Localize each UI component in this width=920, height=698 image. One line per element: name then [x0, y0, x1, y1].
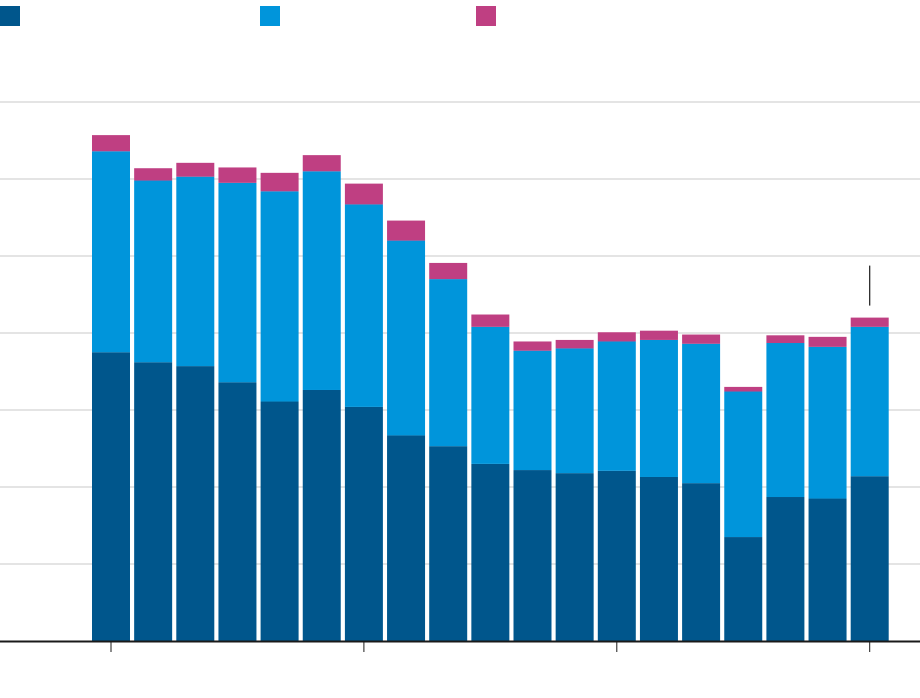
bar-7-series-3 [344, 183, 383, 205]
bar-15-series-3 [682, 334, 721, 344]
bar-6-series-3 [302, 155, 341, 172]
bar-12-series-2 [555, 348, 594, 474]
bar-19-series-1 [850, 476, 889, 641]
bar-12-series-1 [555, 473, 594, 641]
bar-15-series-1 [682, 483, 721, 641]
bar-1-series-2 [92, 151, 130, 353]
bar-11-series-1 [513, 470, 552, 641]
bar-16-series-3 [724, 386, 763, 392]
bar-9-series-3 [429, 262, 468, 280]
bar-4-series-1 [218, 382, 257, 641]
legend-item-series-2 [260, 6, 280, 26]
bar-5-series-1 [260, 401, 299, 641]
bar-5-series-2 [260, 191, 299, 402]
bar-3-series-3 [176, 162, 215, 177]
bar-1-series-1 [92, 352, 130, 641]
legend-swatch-series-3 [476, 6, 496, 26]
bar-3-series-1 [176, 366, 215, 641]
bar-1-series-3 [92, 135, 130, 152]
bar-10-series-3 [471, 314, 510, 327]
bar-4-series-2 [218, 182, 257, 383]
bar-17-series-3 [766, 335, 805, 344]
bar-10-series-2 [471, 326, 510, 464]
bar-5-series-3 [260, 172, 299, 192]
bar-14-series-3 [639, 330, 678, 340]
bar-15-series-2 [682, 343, 721, 484]
bar-8-series-1 [387, 435, 426, 641]
bar-14-series-2 [639, 339, 678, 477]
bar-13-series-1 [597, 470, 636, 641]
bar-14-series-1 [639, 476, 678, 641]
bar-9-series-2 [429, 279, 468, 447]
bar-11-series-3 [513, 341, 552, 351]
bar-2-series-1 [134, 362, 173, 641]
legend-swatch-series-1 [0, 6, 20, 26]
bar-9-series-1 [429, 446, 468, 641]
bar-10-series-1 [471, 463, 510, 641]
legend-item-series-1 [0, 6, 20, 26]
bar-18-series-3 [808, 336, 847, 347]
bar-11-series-2 [513, 350, 552, 471]
legend [0, 6, 920, 26]
bar-2-series-2 [134, 180, 173, 363]
bar-19-series-2 [850, 326, 889, 477]
bar-13-series-3 [597, 332, 636, 342]
bar-16-series-1 [724, 537, 763, 641]
bar-2-series-3 [134, 168, 173, 181]
bar-17-series-1 [766, 497, 805, 641]
bar-8-series-2 [387, 240, 426, 436]
bar-6-series-2 [302, 171, 341, 390]
legend-swatch-series-2 [260, 6, 280, 26]
bar-7-series-2 [344, 204, 383, 407]
bar-8-series-3 [387, 220, 426, 241]
legend-item-series-3 [476, 6, 496, 26]
bar-7-series-1 [344, 406, 383, 641]
bar-17-series-2 [766, 343, 805, 498]
bar-16-series-2 [724, 391, 763, 538]
bar-13-series-2 [597, 341, 636, 471]
bar-6-series-1 [302, 389, 341, 641]
bar-3-series-2 [176, 176, 215, 367]
bar-18-series-2 [808, 346, 847, 499]
bar-19-series-3 [850, 317, 889, 327]
x-axis [0, 640, 920, 652]
bar-4-series-3 [218, 167, 257, 183]
bar-18-series-1 [808, 498, 847, 641]
bar-12-series-3 [555, 339, 594, 349]
bars [92, 135, 889, 641]
